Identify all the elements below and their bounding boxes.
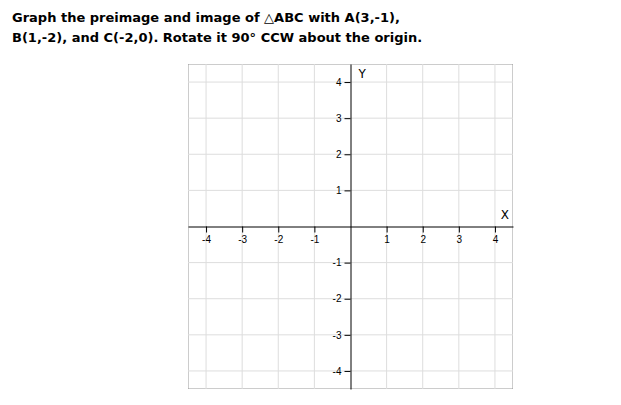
tick-mark	[345, 371, 351, 372]
tick: 2	[336, 149, 351, 160]
tick-mark	[314, 227, 315, 233]
tick: -4	[333, 366, 351, 377]
y-axis-label: Y	[358, 67, 367, 81]
x-axis-label: X	[501, 208, 509, 222]
tick-mark	[423, 227, 424, 233]
tick-label: 2	[336, 149, 342, 160]
tick-mark	[345, 335, 351, 336]
tick: -4	[202, 227, 211, 245]
tick: 3	[457, 227, 463, 245]
tick: -2	[333, 293, 351, 304]
tick: 1	[384, 227, 390, 245]
tick: -3	[333, 330, 351, 341]
y-axis: -4 -3 -2 -1 1 2 3 4	[333, 65, 351, 390]
tick-label: -3	[238, 234, 247, 245]
tick-label: 4	[493, 234, 499, 245]
tick: 1	[336, 185, 351, 196]
tick: 4	[493, 227, 499, 245]
tick-mark	[278, 227, 279, 233]
tick-mark	[345, 299, 351, 300]
tick-mark	[345, 118, 351, 119]
tick-label: 3	[336, 113, 342, 124]
tick: 3	[336, 113, 351, 124]
tick-label: 1	[336, 185, 342, 196]
tick: 4	[336, 77, 351, 88]
plot-frame	[188, 64, 513, 389]
tick-mark	[345, 263, 351, 264]
tick-mark	[495, 227, 496, 233]
tick-label: -4	[202, 234, 211, 245]
tick-mark	[206, 227, 207, 233]
plot-area	[188, 64, 513, 389]
tick-label: -1	[333, 257, 342, 268]
tick: -2	[274, 227, 283, 245]
tick-label: 4	[336, 77, 342, 88]
tick-mark	[345, 82, 351, 83]
tick-mark	[242, 227, 243, 233]
axis-line	[351, 65, 352, 390]
tick-label: -2	[274, 234, 283, 245]
subtitle: B(1,-2), and C(-2,0). Rotate it 90° CCW …	[12, 30, 422, 45]
tick-label: 3	[457, 234, 463, 245]
tick-label: 1	[384, 234, 390, 245]
tick-label: -3	[333, 330, 342, 341]
tick: -3	[238, 227, 247, 245]
tick-label: -4	[333, 366, 342, 377]
tick: -1	[333, 257, 351, 268]
tick-mark	[387, 227, 388, 233]
tick-label: -2	[333, 293, 342, 304]
tick: -1	[310, 227, 319, 245]
tick-mark	[459, 227, 460, 233]
tick-label: 2	[420, 234, 426, 245]
chart: Graph the preimage and image of △ABC wit…	[0, 0, 621, 405]
tick-mark	[345, 190, 351, 191]
tick-mark	[345, 154, 351, 155]
tick: 2	[420, 227, 426, 245]
title: Graph the preimage and image of △ABC wit…	[12, 10, 400, 25]
tick-label: -1	[310, 234, 319, 245]
